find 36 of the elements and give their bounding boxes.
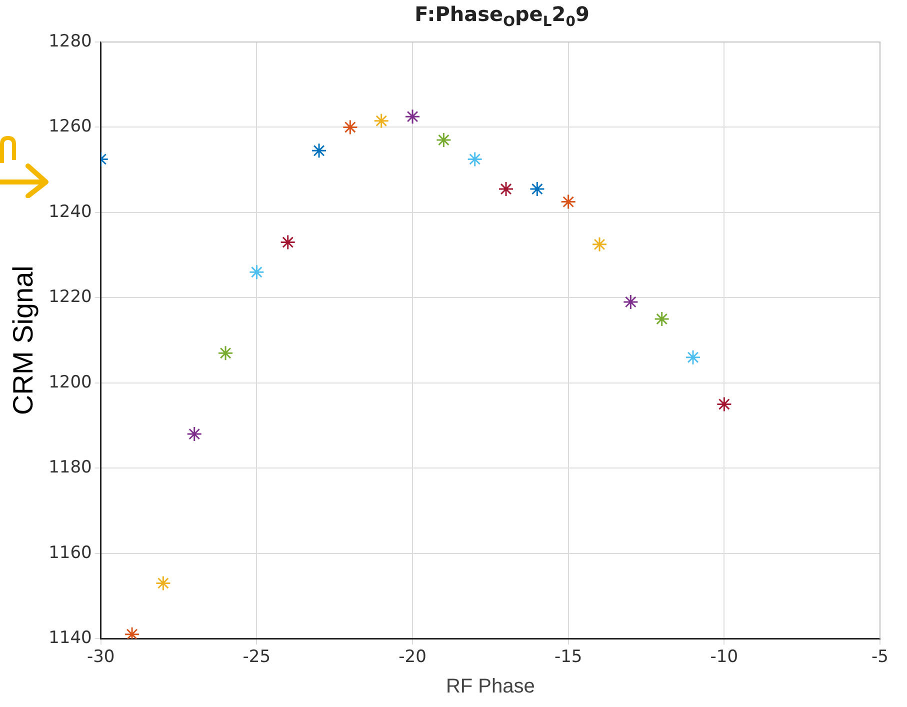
x-tick-label: -10 [710, 647, 738, 668]
point [716, 396, 732, 412]
y-tick-label: 1280 [48, 31, 92, 52]
point [218, 345, 234, 361]
point [654, 311, 670, 327]
point [560, 194, 576, 210]
y-tick-label: 1180 [48, 458, 92, 478]
y-tick-label: 1240 [48, 202, 92, 222]
y-tick-label: 1260 [48, 116, 92, 137]
point [592, 236, 608, 252]
point [342, 119, 358, 135]
y-tick-label: 1200 [48, 372, 92, 392]
point [498, 181, 514, 197]
point [311, 142, 327, 158]
point [529, 181, 545, 197]
point [467, 151, 483, 167]
y-tick-label: 1140 [48, 628, 92, 648]
x-tick-label: -20 [398, 647, 426, 668]
y-axis-title: CRM Signal [8, 266, 39, 415]
point [186, 426, 202, 442]
point [685, 350, 701, 366]
x-tick-label: -30 [86, 647, 115, 668]
point [436, 132, 452, 148]
point [622, 294, 638, 310]
point [280, 234, 296, 250]
chart-title: F:Phase$_{O}$pe$_{L}$2$_{0}$9 [414, 2, 590, 30]
point [404, 108, 420, 124]
point [374, 113, 390, 129]
y-tick-label: 1220 [48, 287, 92, 308]
x-tick-label: -5 [872, 647, 888, 668]
x-tick-label: -15 [554, 647, 582, 668]
point [155, 575, 171, 591]
point [248, 264, 264, 280]
y-tick-label: 1160 [48, 542, 92, 563]
x-tick-label: -25 [242, 647, 271, 668]
x-axis-title: RF Phase [446, 676, 535, 698]
